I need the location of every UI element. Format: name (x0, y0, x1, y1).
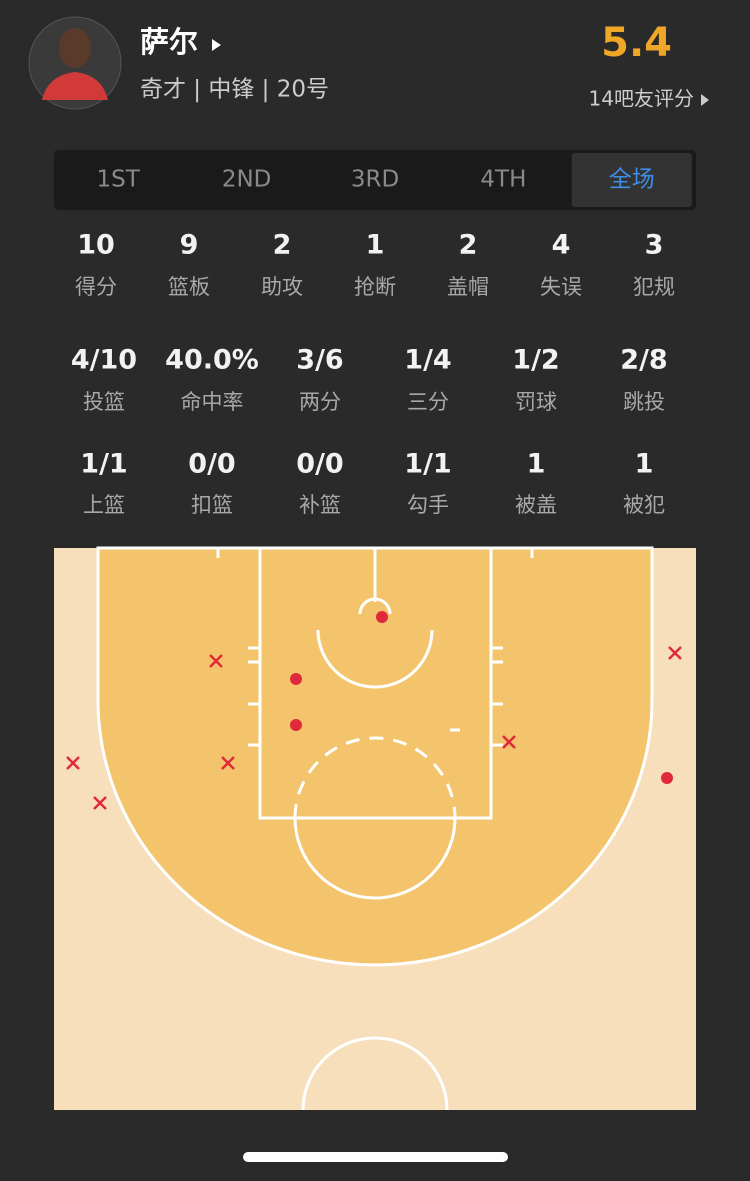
stat-label: 扣篮 (191, 493, 233, 517)
free-throw-circle-dashed (293, 736, 457, 819)
shot-missed (502, 735, 516, 749)
shot-made (376, 611, 388, 623)
tab[interactable]: 4TH (480, 167, 526, 193)
tab[interactable]: 2ND (222, 167, 272, 193)
player-name[interactable]: 萨尔 (140, 25, 198, 59)
tab[interactable]: 3RD (351, 167, 399, 193)
avatar[interactable] (28, 16, 122, 110)
stat-label: 篮板 (168, 275, 210, 299)
stat-label: 被犯 (623, 493, 665, 517)
stat-value: 1/1 (80, 449, 127, 480)
tab[interactable]: 1ST (97, 167, 141, 193)
stat-value: 1/2 (512, 345, 559, 376)
stat-value: 1/4 (404, 345, 451, 376)
shot-missed (66, 756, 80, 770)
rating: 5.4 (601, 20, 672, 66)
stat-value: 2/8 (620, 345, 667, 376)
stat-label: 补篮 (299, 493, 341, 517)
shot-misses (66, 646, 682, 810)
shot-made (661, 772, 673, 784)
stat-value: 0/0 (296, 449, 343, 480)
stat-label: 三分 (407, 390, 449, 414)
rating-arrow (701, 94, 709, 106)
shot-made (290, 719, 302, 731)
shot-made (290, 673, 302, 685)
stat-value: 4/10 (71, 345, 137, 376)
player-info: 奇才 | 中锋 | 20号 (140, 77, 329, 103)
stat-label: 跳投 (623, 390, 665, 414)
stat-label: 命中率 (181, 390, 244, 414)
stat-value: 0/0 (188, 449, 235, 480)
stat-label: 助攻 (261, 275, 303, 299)
center-circle (301, 1036, 449, 1111)
stat-label: 投篮 (83, 390, 125, 414)
stat-label: 得分 (75, 275, 117, 299)
stat-label: 被盖 (515, 493, 557, 517)
lane-marks (248, 646, 503, 747)
tab-bar (54, 150, 696, 210)
shot-missed (221, 756, 235, 770)
stat-value: 10 (77, 230, 115, 261)
stat-value: 2 (459, 230, 478, 261)
name-arrow (212, 39, 221, 51)
stat-value: 4 (552, 230, 571, 261)
shot-missed (209, 654, 223, 668)
stat-label: 罚球 (515, 390, 557, 414)
stat-value: 1 (635, 449, 654, 480)
tab[interactable]: 全场 (609, 167, 655, 193)
avatar-jersey (42, 72, 108, 100)
tab-active-bg (571, 153, 692, 207)
three-point-area (96, 546, 654, 967)
shot-makes (290, 611, 673, 784)
stat-label: 两分 (299, 390, 341, 414)
stat-label: 勾手 (407, 493, 449, 517)
rating-count[interactable]: 14吧友评分 (589, 87, 694, 111)
court (54, 546, 696, 1111)
stat-value: 2 (273, 230, 292, 261)
stat-label: 犯规 (633, 275, 675, 299)
shot-missed (668, 646, 682, 660)
basket (358, 597, 392, 615)
stat-value: 1 (366, 230, 385, 261)
stat-value: 3/6 (296, 345, 343, 376)
stat-value: 9 (180, 230, 199, 261)
avatar-head (59, 28, 91, 68)
restricted-arc (316, 629, 434, 689)
stat-value: 1 (527, 449, 546, 480)
stat-value: 3 (645, 230, 664, 261)
home-indicator (243, 1152, 508, 1162)
stat-label: 抢断 (354, 275, 396, 299)
stat-value: 40.0% (165, 345, 259, 376)
stat-label: 上篮 (83, 493, 125, 517)
stat-label: 盖帽 (447, 275, 489, 299)
shot-missed (93, 796, 107, 810)
stat-value: 1/1 (404, 449, 451, 480)
free-throw-circle (293, 817, 457, 900)
stat-label: 失误 (540, 275, 582, 299)
